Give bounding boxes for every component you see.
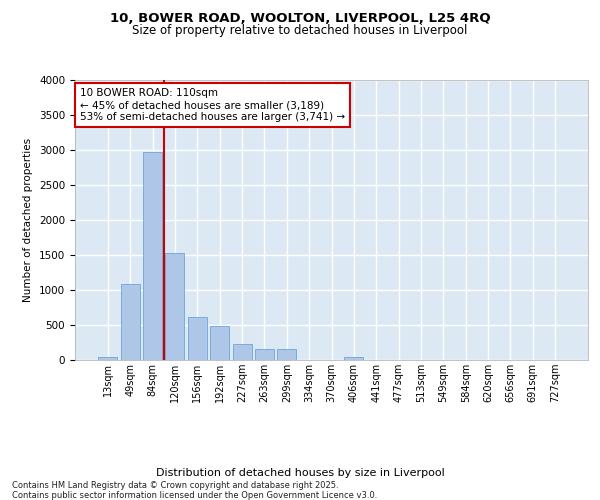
Bar — [166, 253, 184, 360]
Bar — [255, 349, 274, 360]
Text: Contains HM Land Registry data © Crown copyright and database right 2025.: Contains HM Land Registry data © Crown c… — [12, 481, 338, 490]
Text: 10 BOWER ROAD: 110sqm
← 45% of detached houses are smaller (3,189)
53% of semi-d: 10 BOWER ROAD: 110sqm ← 45% of detached … — [80, 88, 345, 122]
Text: Distribution of detached houses by size in Liverpool: Distribution of detached houses by size … — [155, 468, 445, 477]
Y-axis label: Number of detached properties: Number of detached properties — [23, 138, 34, 302]
Bar — [344, 356, 364, 360]
Text: Contains public sector information licensed under the Open Government Licence v3: Contains public sector information licen… — [12, 491, 377, 500]
Bar — [210, 326, 229, 360]
Text: Size of property relative to detached houses in Liverpool: Size of property relative to detached ho… — [133, 24, 467, 37]
Bar — [143, 152, 162, 360]
Text: 10, BOWER ROAD, WOOLTON, LIVERPOOL, L25 4RQ: 10, BOWER ROAD, WOOLTON, LIVERPOOL, L25 … — [110, 12, 490, 26]
Bar — [277, 349, 296, 360]
Bar — [233, 344, 251, 360]
Bar — [98, 356, 118, 360]
Bar — [188, 318, 207, 360]
Bar — [121, 284, 140, 360]
